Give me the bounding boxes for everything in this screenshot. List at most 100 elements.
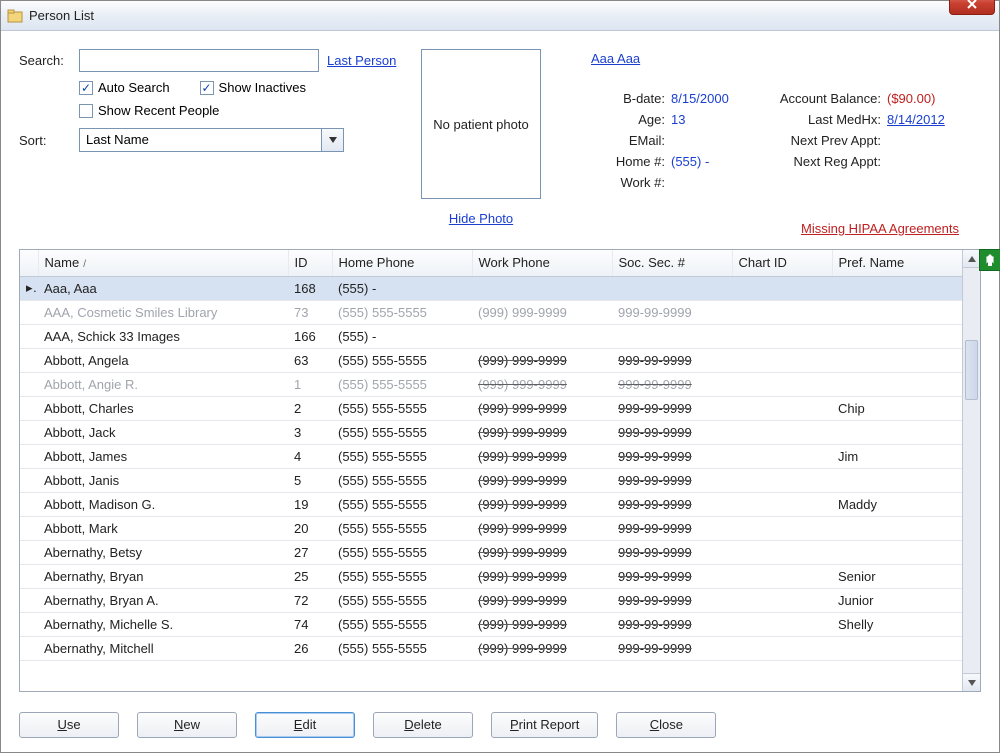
- print-report-button[interactable]: Print Report: [491, 712, 598, 738]
- new-button[interactable]: New: [137, 712, 237, 738]
- cell-id: 168: [288, 276, 332, 300]
- table-row[interactable]: Abernathy, Michelle S.74(555) 555-5555(9…: [20, 612, 962, 636]
- cell-pref-name: Senior: [832, 564, 962, 588]
- cell-home-phone: (555) 555-5555: [332, 300, 472, 324]
- show-recent-checkbox[interactable]: Show Recent People: [79, 103, 219, 118]
- cell-pref-name: [832, 324, 962, 348]
- col-id[interactable]: ID: [288, 250, 332, 276]
- search-input[interactable]: [79, 49, 319, 72]
- cell-ssn: 999-99-9999: [612, 588, 732, 612]
- cell-work-phone: (999) 999-9999: [472, 492, 612, 516]
- col-chart-id[interactable]: Chart ID: [732, 250, 832, 276]
- header-row: Name/ ID Home Phone Work Phone Soc. Sec.…: [20, 250, 962, 276]
- cell-id: 74: [288, 612, 332, 636]
- window-title: Person List: [29, 8, 94, 23]
- cell-work-phone: (999) 999-9999: [472, 444, 612, 468]
- medhx-value[interactable]: 8/14/2012: [887, 112, 945, 127]
- patient-photo: No patient photo: [421, 49, 541, 199]
- app-icon: [7, 8, 23, 24]
- table-row[interactable]: Abernathy, Bryan25(555) 555-5555(999) 99…: [20, 564, 962, 588]
- table-row[interactable]: Abbott, Mark20(555) 555-5555(999) 999-99…: [20, 516, 962, 540]
- row-indicator: ▸: [20, 276, 38, 300]
- cell-pref-name: Maddy: [832, 492, 962, 516]
- cell-home-phone: (555) 555-5555: [332, 468, 472, 492]
- col-work-phone[interactable]: Work Phone: [472, 250, 612, 276]
- delete-button[interactable]: Delete: [373, 712, 473, 738]
- nextreg-label: Next Reg Appt:: [761, 154, 881, 169]
- table-row[interactable]: ▸Aaa, Aaa168(555) -: [20, 276, 962, 300]
- cell-work-phone: [472, 276, 612, 300]
- col-pref-name[interactable]: Pref. Name: [832, 250, 962, 276]
- close-button[interactable]: Close: [616, 712, 716, 738]
- row-indicator: [20, 396, 38, 420]
- table-row[interactable]: Abbott, Madison G.19(555) 555-5555(999) …: [20, 492, 962, 516]
- sort-value: Last Name: [80, 129, 321, 151]
- patient-info-right: Account Balance:($90.00) Last MedHx:8/14…: [761, 91, 971, 175]
- cell-home-phone: (555) 555-5555: [332, 444, 472, 468]
- expand-arrow-icon[interactable]: [979, 249, 1000, 271]
- table-row[interactable]: Abbott, Janis5(555) 555-5555(999) 999-99…: [20, 468, 962, 492]
- scroll-down-icon[interactable]: [963, 673, 980, 691]
- cell-name: Abbott, Charles: [38, 396, 288, 420]
- table-row[interactable]: Abbott, Angie R.1(555) 555-5555(999) 999…: [20, 372, 962, 396]
- table-row[interactable]: AAA, Cosmetic Smiles Library73(555) 555-…: [20, 300, 962, 324]
- work-label: Work #:: [581, 175, 665, 190]
- cell-work-phone: (999) 999-9999: [472, 348, 612, 372]
- cell-pref-name: Jim: [832, 444, 962, 468]
- col-name[interactable]: Name/: [38, 250, 288, 276]
- cell-chart-id: [732, 468, 832, 492]
- scroll-up-icon[interactable]: [963, 250, 980, 268]
- cell-chart-id: [732, 300, 832, 324]
- edit-button[interactable]: Edit: [255, 712, 355, 738]
- cell-work-phone: (999) 999-9999: [472, 300, 612, 324]
- table-row[interactable]: Abbott, James4(555) 555-5555(999) 999-99…: [20, 444, 962, 468]
- sort-combo[interactable]: Last Name: [79, 128, 344, 152]
- cell-pref-name: [832, 468, 962, 492]
- cell-pref-name: [832, 420, 962, 444]
- cell-chart-id: [732, 612, 832, 636]
- hide-photo-link[interactable]: Hide Photo: [449, 211, 513, 226]
- titlebar[interactable]: Person List: [1, 1, 999, 31]
- table-row[interactable]: Abbott, Charles2(555) 555-5555(999) 999-…: [20, 396, 962, 420]
- cell-name: Abbott, Madison G.: [38, 492, 288, 516]
- col-ssn[interactable]: Soc. Sec. #: [612, 250, 732, 276]
- cell-ssn: [612, 324, 732, 348]
- cell-name: Abbott, James: [38, 444, 288, 468]
- row-indicator: [20, 468, 38, 492]
- table-row[interactable]: Abbott, Angela63(555) 555-5555(999) 999-…: [20, 348, 962, 372]
- cell-chart-id: [732, 324, 832, 348]
- cell-id: 25: [288, 564, 332, 588]
- chevron-down-icon[interactable]: [321, 129, 343, 151]
- auto-search-checkbox[interactable]: ✓ Auto Search: [79, 80, 170, 95]
- cell-pref-name: Junior: [832, 588, 962, 612]
- cell-chart-id: [732, 636, 832, 660]
- cell-work-phone: (999) 999-9999: [472, 372, 612, 396]
- cell-name: Abbott, Janis: [38, 468, 288, 492]
- table-row[interactable]: Abernathy, Bryan A.72(555) 555-5555(999)…: [20, 588, 962, 612]
- col-home-phone[interactable]: Home Phone: [332, 250, 472, 276]
- cell-pref-name: [832, 300, 962, 324]
- cell-pref-name: [832, 516, 962, 540]
- vertical-scrollbar[interactable]: [962, 250, 980, 691]
- cell-chart-id: [732, 276, 832, 300]
- table-row[interactable]: AAA, Schick 33 Images166(555) -: [20, 324, 962, 348]
- cell-name: Abbott, Angela: [38, 348, 288, 372]
- scroll-thumb[interactable]: [965, 340, 978, 400]
- table-row[interactable]: Abbott, Jack3(555) 555-5555(999) 999-999…: [20, 420, 962, 444]
- table-row[interactable]: Abernathy, Betsy27(555) 555-5555(999) 99…: [20, 540, 962, 564]
- show-inactives-checkbox[interactable]: ✓ Show Inactives: [200, 80, 306, 95]
- hipaa-link[interactable]: Missing HIPAA Agreements: [801, 221, 959, 236]
- use-button[interactable]: Use: [19, 712, 119, 738]
- last-person-link[interactable]: Last Person: [327, 53, 396, 68]
- cell-home-phone: (555) 555-5555: [332, 396, 472, 420]
- close-window-button[interactable]: [949, 0, 995, 15]
- cell-id: 2: [288, 396, 332, 420]
- col-indicator[interactable]: [20, 250, 38, 276]
- cell-pref-name: [832, 276, 962, 300]
- cell-home-phone: (555) 555-5555: [332, 516, 472, 540]
- row-indicator: [20, 588, 38, 612]
- patient-name-link[interactable]: Aaa Aaa: [591, 51, 640, 66]
- table-row[interactable]: Abernathy, Mitchell26(555) 555-5555(999)…: [20, 636, 962, 660]
- row-indicator: [20, 348, 38, 372]
- checkbox-icon: ✓: [79, 81, 93, 95]
